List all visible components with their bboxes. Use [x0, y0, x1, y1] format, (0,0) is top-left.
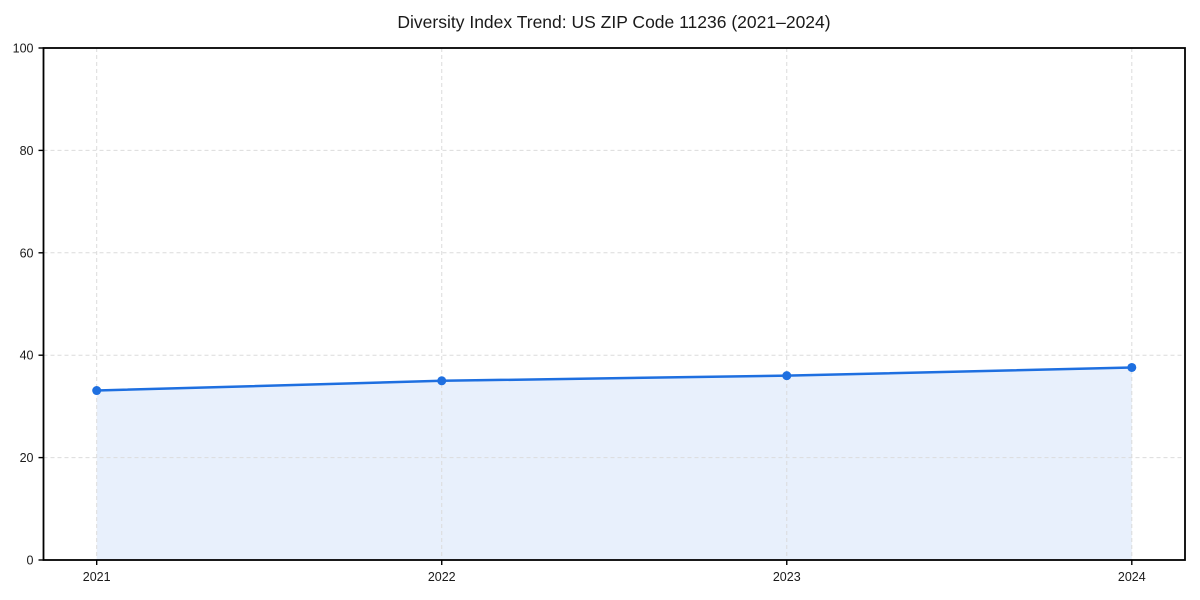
- y-tick-label: 60: [20, 246, 34, 260]
- y-tick-label: 40: [20, 349, 34, 363]
- area-fill: [96, 367, 1132, 560]
- y-tick-label: 80: [20, 144, 34, 158]
- y-tick-label: 0: [27, 554, 34, 568]
- chart-title: Diversity Index Trend: US ZIP Code 11236…: [397, 12, 831, 32]
- x-tick-label: 2023: [773, 570, 801, 584]
- x-tick-label: 2022: [428, 570, 456, 584]
- x-tick-label: 2021: [83, 570, 111, 584]
- data-point-2022: [437, 376, 447, 386]
- data-point-2024: [1127, 362, 1137, 372]
- y-tick-label: 20: [20, 451, 34, 465]
- trend-line: [95, 366, 1134, 392]
- data-point-2023: [782, 371, 792, 381]
- plot-border: [42, 47, 1186, 561]
- y-tick-label: 100: [13, 42, 34, 56]
- data-point-2021: [92, 386, 102, 396]
- x-tick-label: 2024: [1118, 570, 1146, 584]
